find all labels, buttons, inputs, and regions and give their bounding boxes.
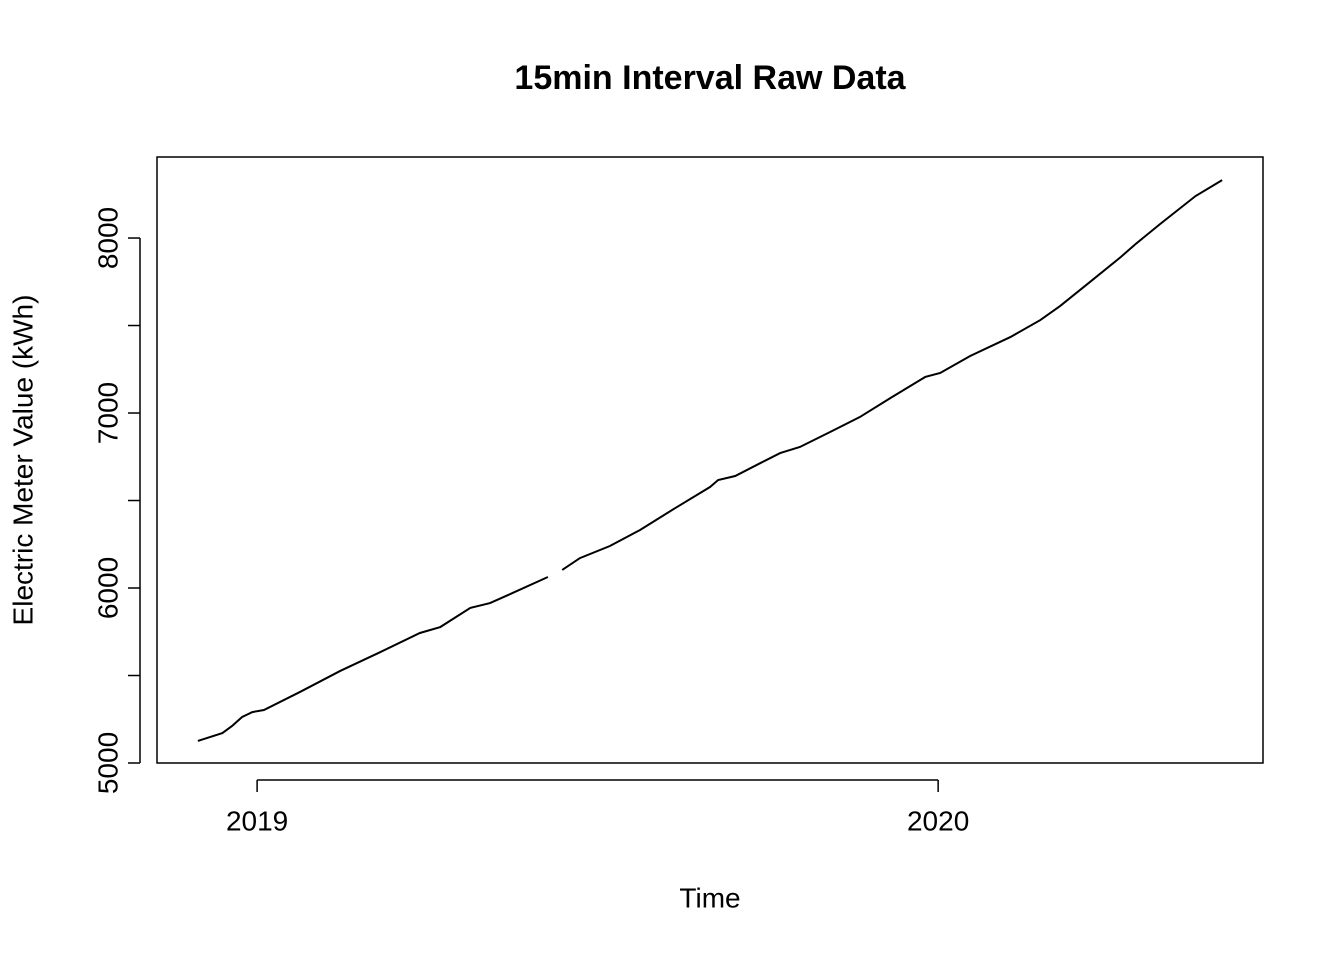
y-tick-label: 8000 [92, 207, 123, 269]
y-tick-label: 6000 [92, 557, 123, 619]
x-tick-label: 2019 [226, 805, 288, 836]
y-tick-label: 5000 [92, 732, 123, 794]
x-tick-label: 2020 [907, 805, 969, 836]
chart-title: 15min Interval Raw Data [514, 59, 906, 97]
y-tick-label: 7000 [92, 382, 123, 444]
y-axis-title: Electric Meter Value (kWh) [7, 295, 38, 626]
data-line [197, 179, 1223, 742]
x-axis-title: Time [679, 882, 740, 913]
plot-frame [156, 156, 1264, 764]
